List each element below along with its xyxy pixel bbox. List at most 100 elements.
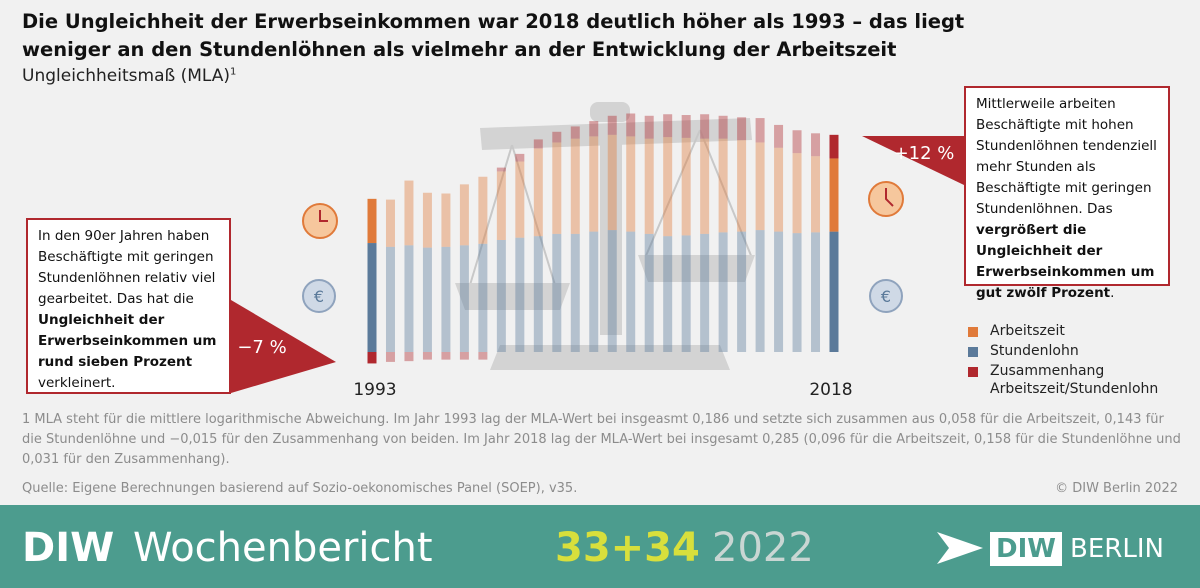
bar	[700, 114, 710, 139]
bar	[774, 124, 784, 148]
bar	[737, 117, 747, 141]
bar	[663, 137, 673, 237]
x-tick-label: 1993	[353, 380, 396, 400]
bar	[811, 133, 821, 157]
bar	[829, 231, 839, 352]
bar	[811, 156, 821, 233]
year: 2022	[712, 525, 814, 571]
bar	[737, 231, 747, 352]
copyright: © DIW Berlin 2022	[1055, 481, 1178, 496]
scale-illustration	[455, 102, 755, 370]
logo-mark	[937, 532, 983, 564]
legend-label: Zusammenhang Arbeitszeit/Stundenlohn	[990, 363, 1159, 397]
legend-swatch	[968, 367, 978, 377]
annotation-box: In den 90er Jahren haben Beschäftigte mi…	[26, 218, 231, 394]
issue: 33+34	[555, 525, 700, 571]
bar	[644, 233, 654, 352]
bar	[644, 115, 654, 139]
subtitle-note: 1	[230, 66, 237, 78]
bar	[459, 245, 469, 352]
euro-icon: € €	[302, 279, 903, 313]
bar	[441, 352, 451, 360]
bar	[644, 138, 654, 234]
bar	[811, 232, 821, 352]
bar	[681, 235, 691, 352]
bar	[663, 114, 673, 138]
bar	[533, 148, 543, 237]
legend-item: Stundenlohn	[968, 342, 1150, 360]
bar	[552, 131, 562, 143]
bar	[737, 140, 747, 232]
bar	[552, 142, 562, 234]
bar	[607, 115, 617, 135]
annotation-text: vergrößert die Ungleichheit der Erwerbse…	[976, 222, 1155, 301]
bar	[626, 113, 636, 137]
bar	[385, 199, 395, 247]
logo-diw: DIW	[990, 532, 1062, 566]
bar	[422, 192, 432, 248]
legend-label: Stundenlohn	[990, 343, 1079, 359]
bar	[607, 230, 617, 352]
bar	[570, 126, 580, 139]
bar	[755, 230, 765, 352]
legend-label: Arbeitszeit	[990, 323, 1065, 339]
bar	[700, 233, 710, 352]
bar	[478, 243, 488, 352]
change-label: −7 %	[237, 337, 286, 358]
bar	[404, 245, 414, 352]
bar	[422, 247, 432, 352]
bar	[774, 231, 784, 352]
bar	[533, 236, 543, 352]
change-label: +12 %	[894, 143, 955, 164]
callout-arrow	[231, 300, 336, 393]
bar	[589, 121, 599, 137]
bar	[718, 232, 728, 352]
annotation-text: In den 90er Jahren haben Beschäftigte mi…	[38, 228, 216, 307]
bar	[533, 139, 543, 149]
source: Quelle: Eigene Berechnungen basierend au…	[22, 481, 578, 496]
bar	[681, 115, 691, 138]
chart-title: Die Ungleichheit der Erwerbseinkommen wa…	[22, 10, 965, 61]
bar	[478, 176, 488, 244]
bar	[626, 136, 636, 232]
bar	[422, 352, 432, 360]
clock-icon	[302, 181, 904, 239]
bar	[589, 136, 599, 232]
bar	[459, 184, 469, 246]
bar	[681, 137, 691, 236]
bar	[774, 147, 784, 232]
legend-item: Arbeitszeit	[968, 322, 1150, 340]
bar	[515, 161, 525, 238]
legend-swatch	[968, 347, 978, 357]
bar	[700, 138, 710, 234]
bar	[792, 130, 802, 154]
bar	[515, 153, 525, 162]
bar	[385, 246, 395, 352]
bar	[718, 138, 728, 233]
subtitle-text: Ungleichheitsmaß (MLA)	[22, 66, 231, 86]
logo-berlin: BERLIN	[1070, 534, 1164, 564]
bar	[515, 237, 525, 352]
bar	[755, 118, 765, 143]
bar	[552, 233, 562, 352]
svg-text:€: €	[881, 287, 891, 306]
bar	[404, 352, 414, 362]
bar	[792, 233, 802, 352]
bar	[570, 138, 580, 234]
chart: 1993 2018 € € −7 % +12 %	[231, 102, 964, 400]
bar	[496, 167, 506, 172]
annotation-text: verkleinert.	[38, 375, 116, 391]
publication: Wochenbericht	[133, 525, 433, 571]
bar	[367, 352, 377, 364]
bar	[589, 231, 599, 352]
bar	[478, 352, 488, 360]
annotation-text: Mittlerweile arbeiten Beschäftigte mit h…	[976, 96, 1157, 217]
bar	[626, 231, 636, 352]
bar	[570, 233, 580, 352]
bar	[607, 134, 617, 231]
bar	[829, 158, 839, 232]
bar	[792, 153, 802, 234]
bar	[385, 352, 395, 362]
bar	[496, 239, 506, 352]
legend-item: Zusammenhang Arbeitszeit/Stundenlohn	[968, 362, 1159, 398]
